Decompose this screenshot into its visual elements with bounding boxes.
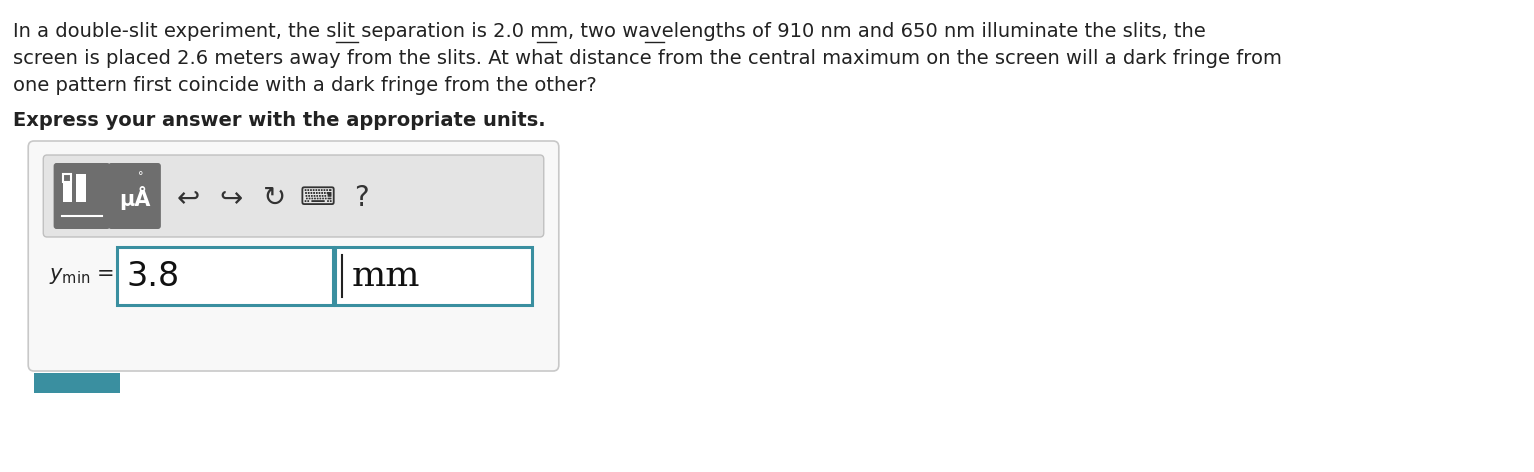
Bar	[63, 174, 71, 182]
Bar	[334, 247, 532, 305]
Bar	[63, 182, 72, 202]
Text: screen is placed 2.6 meters away from the slits. At what distance from the centr: screen is placed 2.6 meters away from th…	[14, 49, 1282, 68]
FancyBboxPatch shape	[28, 141, 558, 371]
Bar	[34, 373, 120, 393]
Text: ?: ?	[354, 184, 368, 212]
Text: ↩: ↩	[176, 184, 199, 212]
FancyBboxPatch shape	[43, 155, 543, 237]
Text: °: °	[138, 171, 144, 181]
Text: In a double-slit experiment, the slit separation is 2.0 mm, two wavelengths of 9: In a double-slit experiment, the slit se…	[14, 22, 1206, 41]
Text: Express your answer with the appropriate units.: Express your answer with the appropriate…	[14, 111, 546, 130]
FancyBboxPatch shape	[54, 163, 110, 229]
Bar	[77, 174, 86, 202]
Text: ↻: ↻	[262, 184, 287, 212]
Text: $y_{\mathrm{min}}$ =: $y_{\mathrm{min}}$ =	[49, 266, 114, 286]
Text: mm: mm	[351, 259, 420, 293]
Bar	[117, 247, 333, 305]
FancyBboxPatch shape	[109, 163, 161, 229]
Text: ↪: ↪	[219, 184, 242, 212]
Text: 3.8: 3.8	[126, 260, 179, 293]
Text: μÅ: μÅ	[118, 186, 150, 210]
Text: one pattern first coincide with a dark fringe from the other?: one pattern first coincide with a dark f…	[14, 76, 597, 95]
Text: ⌨: ⌨	[301, 186, 336, 210]
